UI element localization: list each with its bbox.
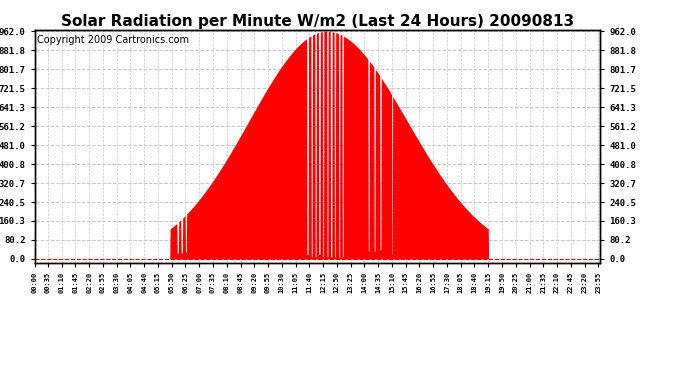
Title: Solar Radiation per Minute W/m2 (Last 24 Hours) 20090813: Solar Radiation per Minute W/m2 (Last 24…	[61, 14, 574, 29]
Text: Copyright 2009 Cartronics.com: Copyright 2009 Cartronics.com	[37, 34, 189, 45]
